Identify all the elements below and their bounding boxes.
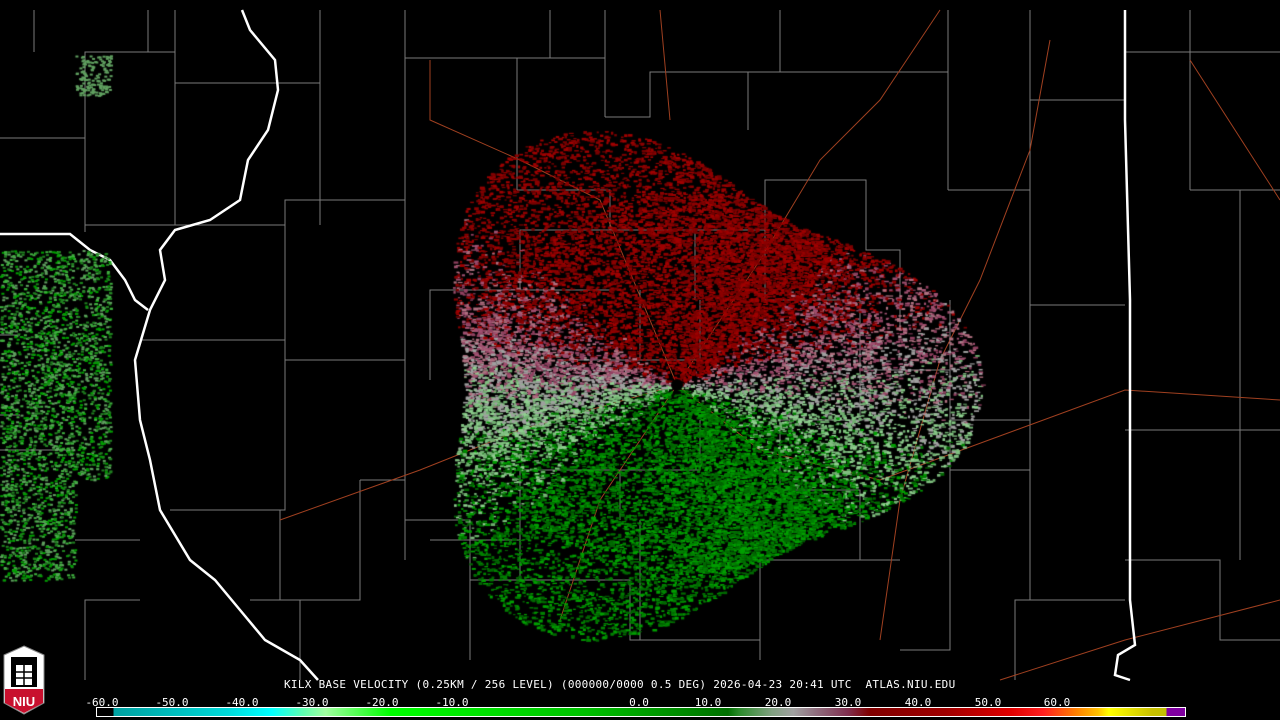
legend-tick: 50.0	[974, 696, 1002, 709]
legend-tick: -40.0	[225, 696, 259, 709]
legend-tick: 60.0	[1043, 696, 1071, 709]
velocity-color-bar	[96, 707, 1186, 717]
legend-tick: -60.0	[85, 696, 119, 709]
niu-logo: NIU	[3, 645, 45, 715]
legend-tick: -10.0	[435, 696, 469, 709]
legend-tick: -20.0	[365, 696, 399, 709]
legend-tick: 40.0	[904, 696, 932, 709]
legend-tick: 0.0	[629, 696, 649, 709]
product-title: KILX BASE VELOCITY (0.25KM / 256 LEVEL) …	[284, 678, 956, 691]
legend-tick: 30.0	[834, 696, 862, 709]
legend-tick: -30.0	[295, 696, 329, 709]
legend-tick: 20.0	[764, 696, 792, 709]
legend-tick: 10.0	[694, 696, 722, 709]
svg-text:NIU: NIU	[13, 694, 35, 709]
legend-tick: -50.0	[155, 696, 189, 709]
